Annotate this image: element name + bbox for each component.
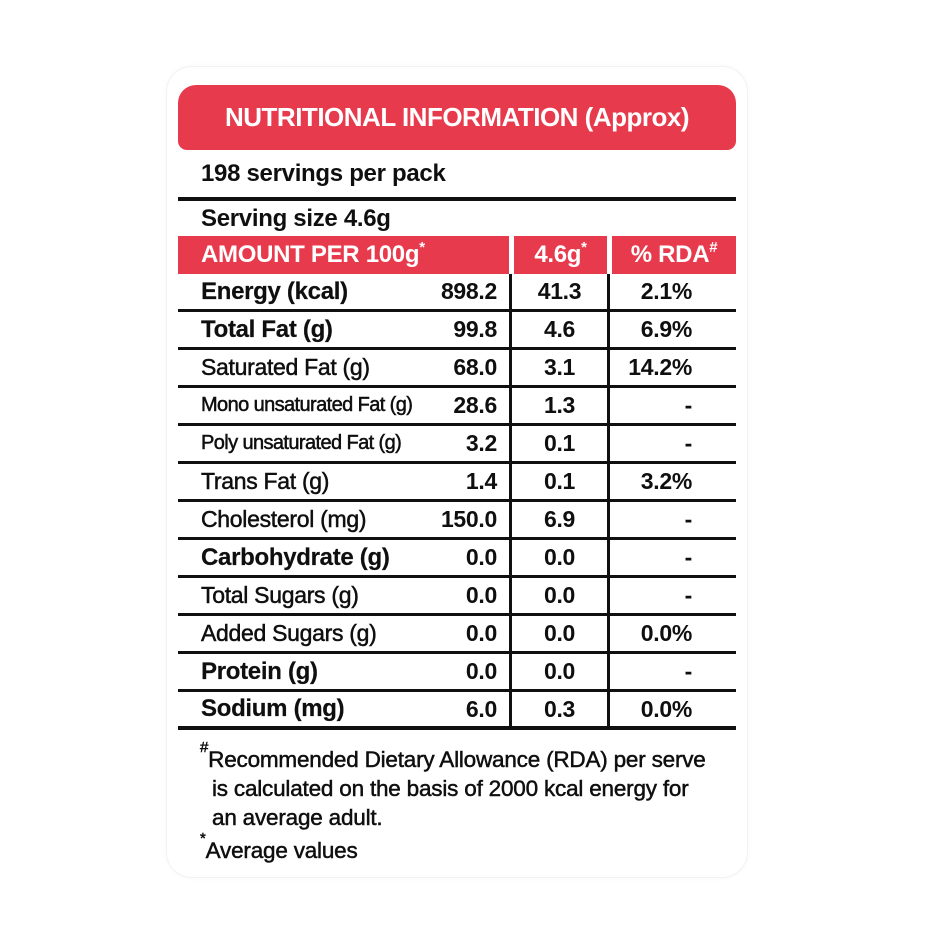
table-row-added-sugars: Added Sugars (g) 0.0 0.0 0.0% [178,616,736,654]
per-serve-value: 0.3 [509,692,607,726]
asterisk-superscript: * [200,829,206,847]
per-serve-value: 0.1 [509,464,607,499]
rda-value: 6.9% [607,312,736,347]
table-row-trans-fat: Trans Fat (g) 1.4 0.1 3.2% [178,464,736,502]
rda-value: - [607,578,736,613]
nutrient-label: Saturated Fat (g) [201,354,371,381]
per-serve-value: 0.0 [509,654,607,689]
rda-footnote-line-2: is calculated on the basis of 2000 kcal … [212,776,689,802]
table-header-row: AMOUNT PER 100g * 4.6g * % RDA # [178,236,736,274]
per-100g-value: 6.0 [465,695,497,722]
rda-value: 0.0% [607,616,736,651]
per-serve-value: 0.0 [509,540,607,575]
column-header-per-serve: 4.6g * [509,236,607,274]
per-serve-value: 1.3 [509,388,607,423]
per-100g-value: 0.0 [465,658,497,684]
table-row-total-fat: Total Fat (g) 99.8 4.6 6.9% [178,312,736,350]
nutrient-label: Poly unsaturated Fat (g) [201,432,402,455]
rda-value: 0.0% [607,692,736,726]
nutrient-label: Added Sugars (g) [201,620,377,647]
per-serve-value: 0.0 [509,578,607,613]
table-row-sodium: Sodium (mg) 6.0 0.3 0.0% [178,692,736,730]
per-100g-value: 28.6 [453,392,497,418]
table-row-carbohydrate: Carbohydrate (g) 0.0 0.0 - [178,540,736,578]
per-serve-value: 41.3 [509,274,607,309]
nutrient-label: Protein (g) [201,657,318,685]
hash-superscript: # [200,738,209,756]
per-100g-value: 68.0 [453,354,497,380]
rda-value: - [607,654,736,689]
per-100g-value: 0.0 [465,620,497,646]
nutrient-label: Sodium (mg) [201,695,345,722]
per-100g-value: 898.2 [440,278,497,304]
per-100g-value: 3.2 [465,430,497,456]
nutrient-label: Cholesterol (mg) [201,506,367,533]
table-row-mono-unsaturated-fat: Mono unsaturated Fat (g) 28.6 1.3 - [178,388,736,426]
rda-value: - [607,388,736,423]
rda-value: - [607,502,736,537]
table-row-poly-unsaturated-fat: Poly unsaturated Fat (g) 3.2 0.1 - [178,426,736,464]
average-values-footnote: *Average values [200,829,358,863]
table-row-cholesterol: Cholesterol (mg) 150.0 6.9 - [178,502,736,540]
column-header-amount-per-100g: AMOUNT PER 100g * [178,236,509,274]
label-title: NUTRITIONAL INFORMATION (Approx) [225,102,689,132]
servings-per-pack-text: 198 servings per pack [201,159,446,187]
per-100g-value: 1.4 [465,468,497,494]
rda-value: 3.2% [607,464,736,499]
per-serve-value: 3.1 [509,350,607,385]
rda-value: 2.1% [607,274,736,309]
per-serve-value: 0.0 [509,616,607,651]
per-100g-value: 99.8 [453,316,497,342]
rda-footnote-line-1: #Recommended Dietary Allowance (RDA) per… [200,738,706,772]
servings-per-pack-line: 198 servings per pack [178,150,736,201]
per-100g-value: 0.0 [465,582,497,608]
per-serve-value: 6.9 [509,502,607,537]
nutrient-label: Trans Fat (g) [201,468,330,495]
serving-size-line: Serving size 4.6g [178,201,736,236]
table-row-protein: Protein (g) 0.0 0.0 - [178,654,736,692]
nutrient-label: Total Fat (g) [201,315,333,343]
nutrient-label: Total Sugars (g) [201,582,359,609]
nutrient-label: Energy (kcal) [201,277,348,305]
rda-value: - [607,540,736,575]
per-serve-value: 4.6 [509,312,607,347]
nutrient-label: Carbohydrate (g) [201,543,390,571]
nutrition-label-card [166,66,748,878]
table-row-saturated-fat: Saturated Fat (g) 68.0 3.1 14.2% [178,350,736,388]
rda-value: 14.2% [607,350,736,385]
table-row-energy: Energy (kcal) 898.2 41.3 2.1% [178,274,736,312]
rda-value: - [607,426,736,461]
nutrition-label: NUTRITIONAL INFORMATION (Approx) 198 ser… [178,85,736,865]
serving-size-text: Serving size 4.6g [201,204,391,232]
per-serve-value: 0.1 [509,426,607,461]
nutrient-label: Mono unsaturated Fat (g) [201,394,413,417]
column-header-rda: % RDA # [607,236,736,274]
label-title-bar: NUTRITIONAL INFORMATION (Approx) [178,85,736,150]
per-100g-value: 150.0 [440,506,497,532]
per-100g-value: 0.0 [465,544,497,570]
nutrient-table-body: Energy (kcal) 898.2 41.3 2.1% Total Fat (… [178,274,736,730]
rda-footnote-line-3: an average adult. [212,805,383,831]
footnotes: #Recommended Dietary Allowance (RDA) per… [178,738,736,865]
table-row-total-sugars: Total Sugars (g) 0.0 0.0 - [178,578,736,616]
